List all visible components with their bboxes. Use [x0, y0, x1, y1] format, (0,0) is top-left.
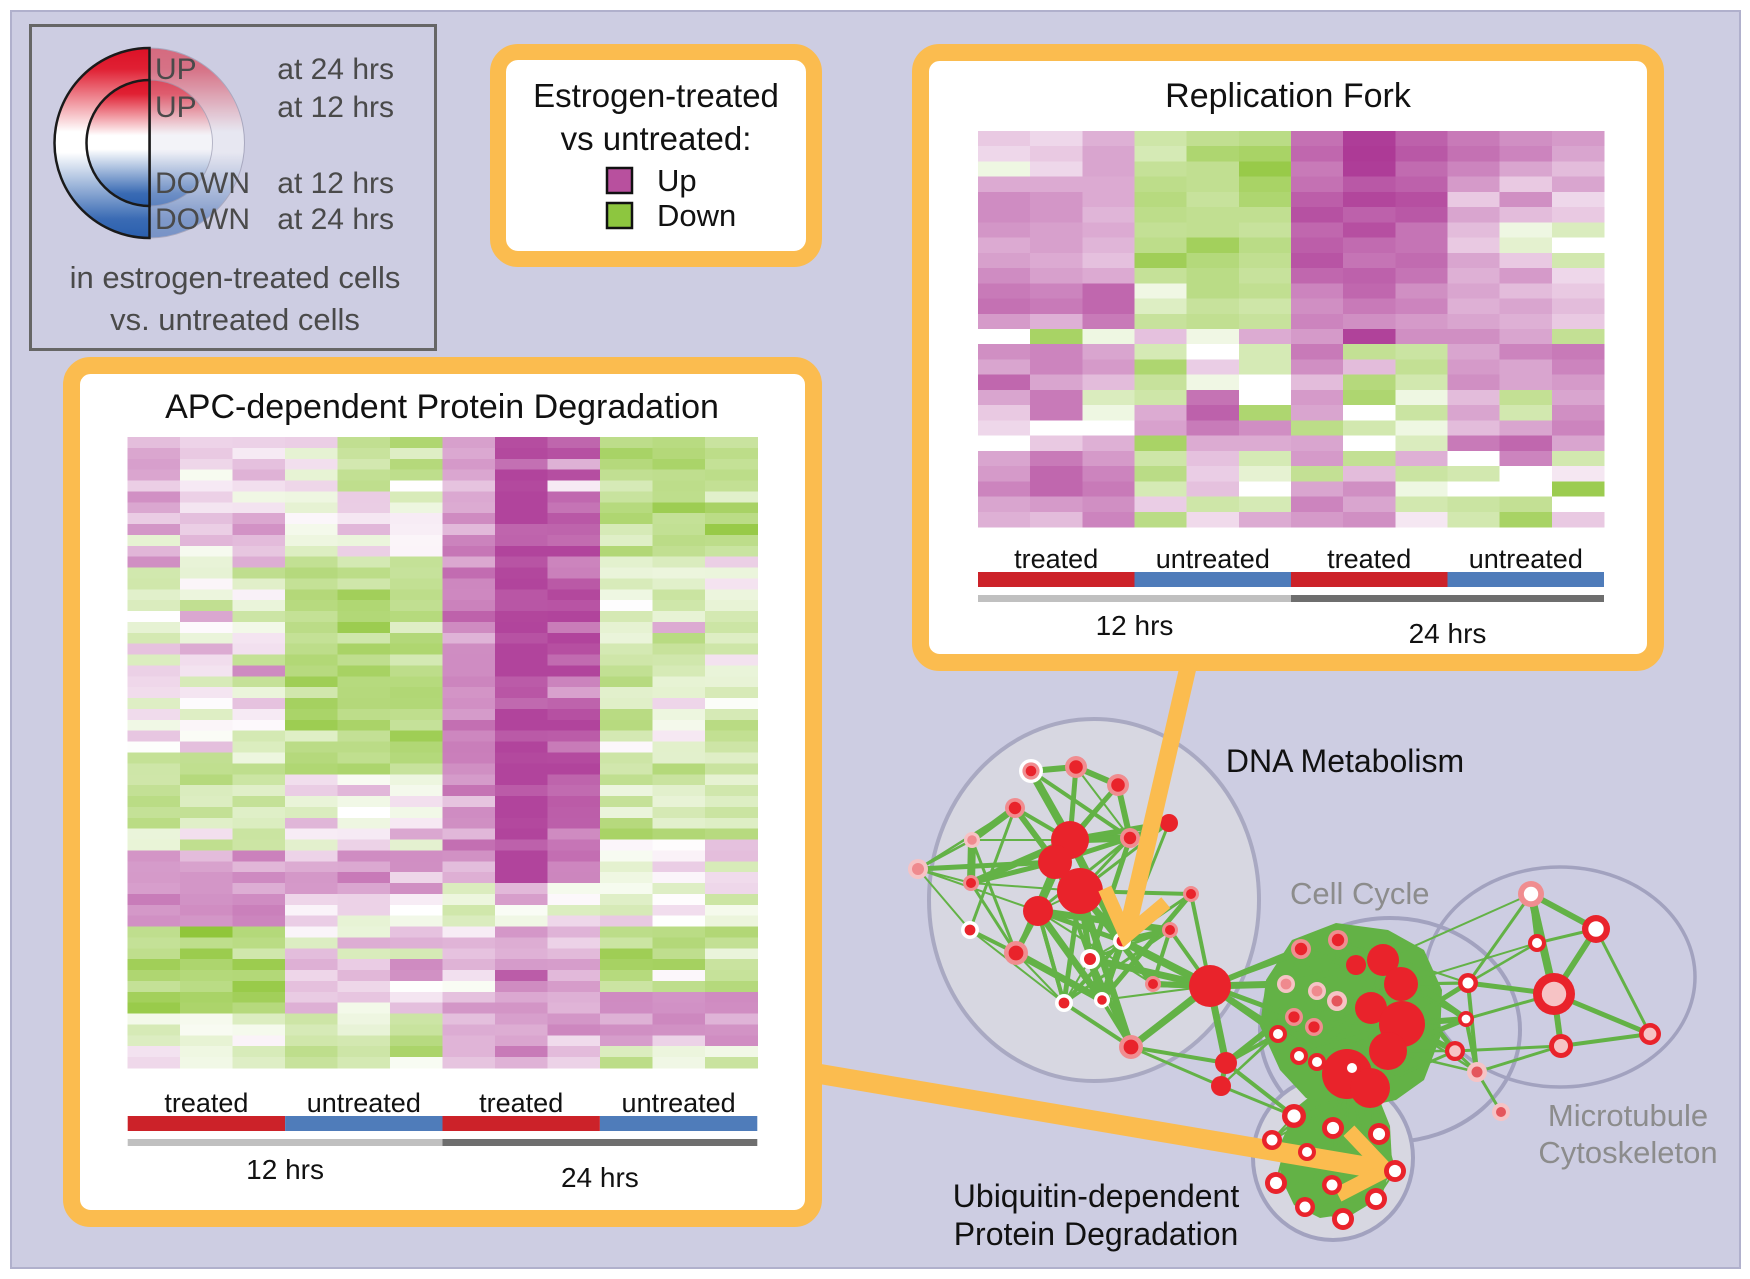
svg-text:Cytoskeleton: Cytoskeleton: [1538, 1135, 1717, 1170]
svg-text:DOWN: DOWN: [155, 203, 250, 236]
svg-text:at 12 hrs: at 12 hrs: [277, 91, 394, 124]
svg-text:UP: UP: [155, 91, 197, 124]
svg-text:Down: Down: [657, 198, 736, 233]
svg-text:12 hrs: 12 hrs: [246, 1154, 324, 1185]
svg-text:in estrogen-treated cells: in estrogen-treated cells: [70, 260, 401, 295]
svg-text:at 12 hrs: at 12 hrs: [277, 167, 394, 200]
svg-text:at 24 hrs: at 24 hrs: [277, 53, 394, 86]
svg-text:treated: treated: [479, 1088, 563, 1118]
svg-text:vs untreated:: vs untreated:: [561, 120, 752, 157]
svg-text:24 hrs: 24 hrs: [1409, 618, 1487, 649]
svg-text:Replication Fork: Replication Fork: [1165, 77, 1412, 115]
svg-text:24 hrs: 24 hrs: [561, 1162, 639, 1193]
svg-text:APC-dependent Protein Degradat: APC-dependent Protein Degradation: [165, 388, 719, 426]
svg-text:untreated: untreated: [1156, 544, 1270, 574]
svg-text:Cell Cycle: Cell Cycle: [1290, 876, 1430, 911]
svg-text:Estrogen-treated: Estrogen-treated: [533, 77, 779, 114]
svg-text:Microtubule: Microtubule: [1548, 1098, 1708, 1133]
svg-text:at 24 hrs: at 24 hrs: [277, 203, 394, 236]
svg-text:12 hrs: 12 hrs: [1096, 610, 1174, 641]
svg-text:treated: treated: [1327, 544, 1411, 574]
svg-text:vs. untreated cells: vs. untreated cells: [110, 302, 360, 337]
svg-text:Protein Degradation: Protein Degradation: [954, 1216, 1239, 1252]
svg-text:DNA Metabolism: DNA Metabolism: [1226, 743, 1464, 779]
svg-text:Up: Up: [657, 163, 697, 198]
svg-text:untreated: untreated: [307, 1088, 421, 1118]
svg-text:DOWN: DOWN: [155, 167, 250, 200]
svg-text:treated: treated: [1014, 544, 1098, 574]
svg-text:Ubiquitin-dependent: Ubiquitin-dependent: [953, 1178, 1240, 1214]
svg-text:UP: UP: [155, 53, 197, 86]
svg-text:untreated: untreated: [622, 1088, 736, 1118]
svg-text:untreated: untreated: [1469, 544, 1583, 574]
svg-text:treated: treated: [164, 1088, 248, 1118]
